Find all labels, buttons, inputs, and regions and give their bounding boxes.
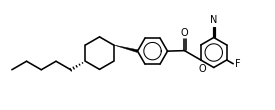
Text: F: F (235, 59, 241, 69)
Text: O: O (181, 28, 188, 38)
Polygon shape (114, 45, 138, 52)
Text: N: N (210, 15, 218, 25)
Text: O: O (199, 64, 207, 74)
